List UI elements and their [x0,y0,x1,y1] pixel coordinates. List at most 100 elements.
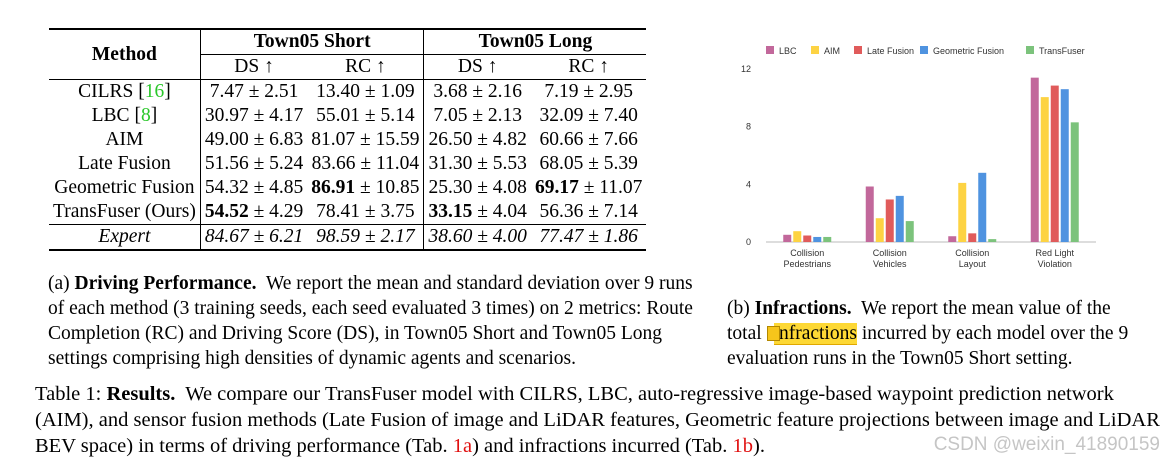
legend-label: LBC [779,46,797,56]
method-name: CILRS [16] [78,81,171,102]
short-ds-header: DS ↑ [199,54,308,80]
table-row-expert: Expert 84.67 ± 6.21 98.59 ± 2.17 38.60 ±… [49,224,647,251]
table-row: TransFuser (Ours) 54.52 ± 4.29 78.41 ± 3… [49,200,646,225]
citation-link[interactable]: 16 [144,81,165,102]
caption-a-title: Driving Performance. [74,273,257,294]
bar [885,199,894,242]
y-tick-label: 4 [746,179,751,189]
caption-b-title: Infractions. [754,298,852,319]
bar [865,186,874,242]
table-cell: 25.30 ± 4.08 [423,176,531,200]
bar [803,235,812,242]
annotation-note-icon[interactable] [766,326,780,341]
method-name: LBC [8] [91,105,158,126]
bar [783,234,792,242]
x-category-label: Pedestrians [783,259,831,269]
table-cell: 54.52 ± 4.29 [199,200,308,225]
bar [1040,97,1049,242]
town05-short-header: Town05 Short [199,28,424,55]
bar [905,221,914,242]
table-cell: 7.05 ± 2.13 [423,104,531,128]
table-row: Late Fusion 51.56 ± 5.24 83.66 ± 11.04 3… [49,152,646,176]
town05-long-header: Town05 Long [423,28,647,55]
legend-swatch [1026,46,1034,54]
table-row: LBC [8] 30.97 ± 4.17 55.01 ± 5.14 7.05 ±… [49,104,646,128]
table-cell: 78.41 ± 3.75 [316,201,415,222]
table-caption: Table 1: Results. We compare our TransFu… [35,383,1160,457]
table-caption-title: Results. [106,383,176,405]
bar [793,231,802,242]
table-cell: 26.50 ± 4.82 [423,128,531,152]
x-category-label: Collision [955,248,989,258]
table-cell: 60.66 ± 7.66 [539,129,638,150]
table-cell: 81.07 ± 15.59 [311,129,420,150]
method-name: AIM [105,129,144,150]
citation-link[interactable]: 8 [140,105,151,126]
method-name: TransFuser (Ours) [53,201,196,222]
long-ds-header: DS ↑ [423,54,531,80]
method-name: Expert [49,224,201,251]
legend-label: Late Fusion [867,46,914,56]
caption-a-text: We report the mean and standard deviatio… [48,273,693,369]
table-cell: 51.56 ± 5.24 [199,152,308,176]
legend-swatch [811,46,819,54]
bar [1030,77,1039,243]
table-row: CILRS [16] 7.47 ± 2.51 13.40 ± 1.09 3.68… [49,79,646,104]
table-cell: 33.15 ± 4.04 [423,200,531,225]
table-ref-link[interactable]: 1a [452,435,473,457]
results-table: Method Town05 Short Town05 Long DS ↑ RC … [49,28,647,251]
table-cell: 98.59 ± 2.17 [307,224,424,251]
bar [958,182,967,242]
legend-label: AIM [824,46,840,56]
table-cell: 49.00 ± 6.83 [199,128,308,152]
long-rc-header: RC ↑ [530,54,647,80]
table-cell: 38.60 ± 4.00 [423,224,531,251]
bar [978,172,987,242]
table-cell: 55.01 ± 5.14 [316,105,415,126]
legend-swatch [920,46,928,54]
legend-label: Geometric Fusion [933,46,1004,56]
bar [948,236,957,242]
x-category-label: Layout [959,259,987,269]
table-cell: 32.09 ± 7.40 [539,105,638,126]
best-value: 69.17 [534,177,579,198]
bar [875,218,884,242]
table-cell: 31.30 ± 5.53 [423,152,531,176]
table-ref-link[interactable]: 1b [732,435,754,457]
bar [1050,85,1059,242]
method-header: Method [49,28,201,80]
short-rc-header: RC ↑ [307,54,424,80]
table-cell: 56.36 ± 7.14 [539,201,638,222]
bar [895,195,904,242]
best-value: 33.15 [428,201,473,222]
x-category-label: Red Light [1035,248,1074,258]
table-cell: 83.66 ± 11.04 [311,153,420,174]
x-category-label: Collision [873,248,907,258]
legend-label: TransFuser [1039,46,1085,56]
caption-a: (a) Driving Performance. We report the m… [48,273,693,369]
y-tick-label: 8 [746,122,751,132]
table-cell: 13.40 ± 1.09 [316,81,415,102]
x-category-label: Vehicles [873,259,907,269]
table-cell: 86.91 ± 10.85 [311,177,420,198]
table-cell: 69.17 ± 11.07 [534,177,643,198]
highlighted-text[interactable]: infractions [773,323,857,345]
bar [988,239,997,242]
bar [813,236,822,242]
y-tick-label: 12 [741,64,751,74]
table-cell: 30.97 ± 4.17 [199,104,308,128]
x-category-label: Violation [1038,259,1072,269]
table-cell: 7.47 ± 2.51 [199,79,308,104]
bar [823,236,832,242]
x-category-label: Collision [790,248,824,258]
best-value: 54.52 [204,201,249,222]
best-value: 86.91 [311,177,356,198]
legend-swatch [766,46,774,54]
table-cell: 7.19 ± 2.95 [544,81,634,102]
table-cell: 3.68 ± 2.16 [423,79,531,104]
method-name: Late Fusion [78,153,171,174]
caption-b: (b) Infractions. We report the mean valu… [727,298,1129,369]
table-row: AIM 49.00 ± 6.83 81.07 ± 15.59 26.50 ± 4… [49,128,646,152]
table-cell: 54.32 ± 4.85 [199,176,308,200]
table-cell: 68.05 ± 5.39 [539,153,638,174]
